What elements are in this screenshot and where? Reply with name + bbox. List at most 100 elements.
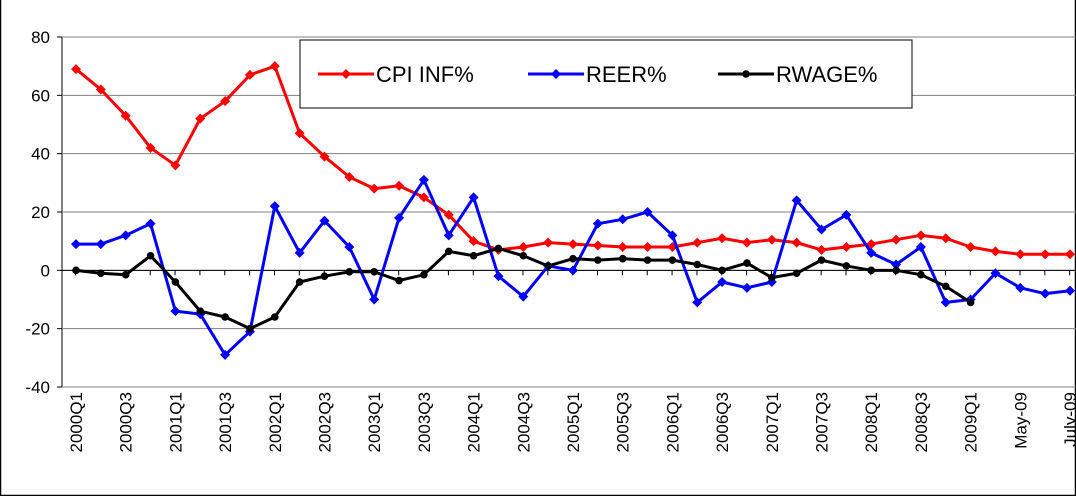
y-tick-label: 60 [31, 86, 50, 105]
data-point [72, 266, 80, 275]
data-point [1015, 282, 1026, 293]
data-point [494, 244, 503, 253]
data-point [468, 236, 479, 247]
x-tick-label: 2002Q3 [316, 392, 335, 453]
y-tick-label: -40 [25, 378, 50, 397]
data-point [642, 242, 653, 252]
data-point [1015, 249, 1026, 260]
data-point [617, 242, 628, 252]
data-point [518, 291, 529, 302]
data-point [592, 218, 603, 229]
data-point [768, 273, 776, 282]
data-point [320, 272, 329, 280]
data-point [369, 294, 380, 305]
data-point [643, 256, 652, 264]
data-point [493, 271, 504, 282]
data-point [692, 297, 703, 308]
data-point [469, 251, 478, 260]
data-point [568, 265, 578, 276]
data-point [170, 160, 181, 171]
data-point [990, 246, 1001, 257]
x-tick-label: 2003Q3 [415, 392, 434, 453]
data-point [196, 307, 205, 315]
legend-label: REER% [586, 62, 667, 87]
data-point [145, 142, 156, 153]
data-point [569, 254, 577, 263]
data-point [369, 183, 380, 194]
data-point [97, 269, 105, 278]
y-tick-label: 20 [31, 203, 50, 222]
x-tick-label: 2007Q3 [813, 392, 832, 453]
data-point [693, 260, 702, 269]
data-point [817, 256, 826, 264]
data-point [1040, 288, 1051, 299]
data-point [295, 278, 304, 286]
data-point [319, 215, 330, 226]
x-tick-label: 2003Q1 [365, 392, 384, 453]
x-tick-label: 2000Q1 [67, 392, 86, 453]
x-tick-label: 2000Q3 [117, 392, 136, 453]
data-point [120, 230, 131, 241]
data-point [717, 233, 728, 244]
legend: CPI INF% REER% RWAGE% [299, 39, 913, 109]
x-tick-label: 2008Q3 [912, 392, 931, 453]
data-point [71, 64, 81, 75]
data-point [940, 297, 951, 308]
data-point [170, 306, 181, 317]
x-tick-label: 2002Q1 [266, 392, 285, 453]
data-point [842, 262, 851, 270]
data-point [668, 256, 677, 264]
data-point [345, 267, 354, 276]
y-tick-label: 0 [41, 261, 50, 280]
data-point [246, 324, 254, 333]
data-point [543, 237, 554, 248]
data-point [966, 298, 975, 307]
data-point [1065, 285, 1075, 296]
data-point [519, 251, 528, 260]
data-point [717, 277, 728, 287]
data-point [743, 259, 751, 267]
y-tick-label: -20 [25, 320, 50, 339]
x-tick-label: 2008Q1 [862, 392, 881, 453]
legend-label: CPI INF% [376, 62, 474, 87]
x-tick-label: 2001Q3 [216, 392, 235, 453]
legend-box [299, 39, 913, 109]
data-point [418, 174, 429, 185]
legend-label: RWAGE% [776, 62, 877, 87]
legend-marker [742, 70, 750, 78]
x-tick-label: 2007Q1 [763, 392, 782, 453]
data-point [915, 230, 926, 241]
y-tick-label: 80 [31, 28, 50, 47]
data-point [145, 218, 156, 229]
data-point [95, 239, 106, 250]
data-point [792, 269, 801, 278]
x-tick-label: 2004Q3 [514, 392, 533, 453]
x-tick-label: 2009Q1 [962, 392, 981, 453]
x-tick-label: 2004Q1 [465, 392, 484, 453]
x-tick-label: May-09 [1011, 392, 1030, 449]
data-point [917, 270, 925, 279]
x-tick-label: 2006Q1 [663, 392, 682, 453]
data-point [394, 212, 405, 223]
data-point [594, 256, 602, 264]
data-point [344, 172, 355, 182]
data-point [121, 270, 130, 279]
x-tick-label: July-09 [1061, 392, 1076, 447]
data-point [120, 110, 131, 121]
data-point [394, 180, 405, 191]
y-tick-label: 40 [31, 145, 50, 164]
data-point [544, 262, 552, 270]
data-point [395, 276, 403, 285]
data-point [294, 128, 305, 139]
legend-marker [341, 69, 351, 79]
data-point [418, 192, 429, 203]
data-point [294, 247, 305, 258]
x-tick-label: 2005Q3 [614, 392, 633, 453]
data-point [344, 242, 355, 252]
x-tick-label: 2005Q1 [564, 392, 583, 453]
data-point [891, 234, 902, 245]
data-point [940, 233, 951, 244]
data-point [269, 61, 280, 72]
data-point [443, 230, 454, 241]
